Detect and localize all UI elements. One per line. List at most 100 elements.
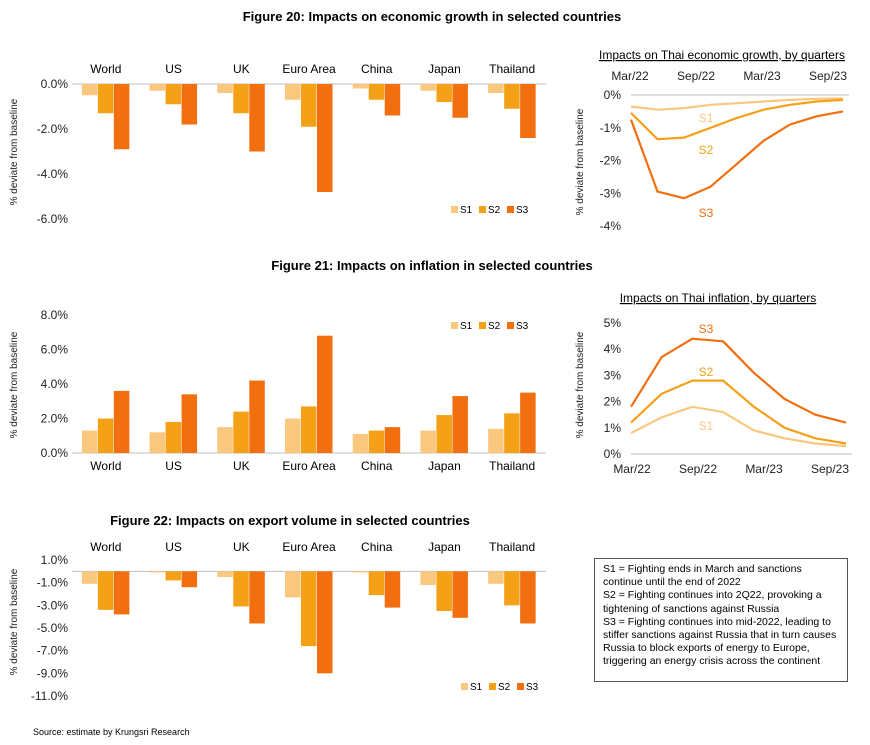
figure-2-bar-s1	[285, 571, 301, 598]
figure-0-ytick: 0.0%	[41, 77, 69, 91]
figure-0-bar-s3	[452, 84, 468, 118]
figure-1-legend-label-s2: S2	[488, 321, 501, 332]
thai-0-xtick: Mar/23	[743, 69, 781, 83]
figure-1-ytick: 4.0%	[41, 377, 69, 391]
thai-0-ytick: 0%	[604, 88, 622, 102]
thai-1-ytick: 4%	[604, 342, 622, 356]
figure-2-category-label: World	[90, 540, 121, 554]
figure-2-bar-s3	[181, 571, 198, 588]
thai-inflation-ylabel: % deviate from baseline	[575, 331, 586, 438]
thai-0-xtick: Sep/22	[677, 69, 715, 83]
figure-0-bar-s2	[233, 84, 249, 114]
thai-0-ytick: -3%	[600, 186, 622, 200]
scenario-notes: S1 = Fighting ends in March and sanction…	[594, 558, 848, 682]
figure-22-ylabel: % deviate from baseline	[9, 568, 20, 675]
figure-0-bar-s1	[149, 84, 166, 91]
figure-2-legend-swatch-s2	[489, 683, 496, 690]
thai-1-ytick: 2%	[604, 395, 622, 409]
figure-0-bar-s2	[436, 84, 452, 102]
figure-2-bar-s1	[81, 571, 98, 584]
figure-1-category-label: World	[90, 459, 121, 473]
figure-2-bar-s2	[301, 571, 317, 647]
figure-2-legend-label-s2: S2	[498, 682, 511, 693]
figure-1-bar-s1	[149, 432, 166, 453]
figure-2-bar-s1	[217, 571, 233, 577]
figure-1-bar-s2	[233, 411, 249, 453]
figure-20-title: Figure 20: Impacts on economic growth in…	[243, 9, 622, 24]
figure-0-legend-swatch-s2	[479, 206, 486, 213]
figure-2-category-label: Japan	[428, 540, 461, 554]
thai-1-line-s2	[630, 379, 847, 445]
figure-2-bar-s2	[165, 571, 182, 581]
figure-1-bar-s1	[352, 434, 369, 453]
figure-1-bar-s1	[420, 430, 436, 453]
figure-1-bar-s3	[452, 396, 468, 453]
scenario-note-s1: S1 = Fighting ends in March and sanction…	[603, 563, 802, 589]
figure-0-category-label: US	[165, 62, 182, 76]
thai-1-ytick: 3%	[604, 368, 622, 382]
figure-1-bar-s2	[504, 413, 520, 453]
figure-1-bar-s3	[181, 394, 198, 453]
figure-2-category-label: Thailand	[489, 540, 535, 554]
figure-0-bar-s1	[217, 84, 233, 93]
figure-2-ytick: -5.0%	[37, 621, 69, 635]
figure-1-legend-swatch-s3	[507, 322, 514, 329]
thai-1-xtick: Mar/23	[745, 462, 783, 476]
thai-0-line-s3	[629, 110, 844, 200]
figure-1-category-label: Euro Area	[282, 459, 336, 473]
figure-1-ytick: 6.0%	[41, 343, 69, 357]
figure-0-ytick: -2.0%	[37, 122, 69, 136]
figure-2-bar-s1	[352, 571, 369, 573]
scenario-note-s2: S2 = Fighting continues into 2Q22, provo…	[603, 589, 822, 615]
figure-1-legend-label-s3: S3	[516, 321, 529, 332]
thai-growth-ylabel: % deviate from baseline	[575, 108, 586, 215]
figure-20-ylabel: % deviate from baseline	[9, 98, 20, 205]
figure-0-category-label: China	[361, 62, 393, 76]
figure-2-bar-s2	[368, 571, 385, 596]
thai-inflation-title: Impacts on Thai inflation, by quarters	[620, 291, 817, 305]
figure-1-ytick: 8.0%	[41, 308, 69, 322]
figure-0-bar-s3	[520, 84, 536, 138]
thai-1-series-tag-s2: S2	[699, 365, 714, 379]
figure-21-ylabel: % deviate from baseline	[9, 331, 20, 438]
figure-0-bar-s3	[317, 84, 333, 192]
figure-0-category-label: UK	[233, 62, 250, 76]
figure-2-bar-s1	[488, 571, 504, 584]
figure-0-bar-s1	[352, 84, 369, 89]
figure-0-bar-s3	[384, 84, 401, 116]
figure-1-legend-swatch-s1	[451, 322, 458, 329]
figure-1-bar-s1	[217, 427, 233, 453]
figure-0-category-label: World	[90, 62, 121, 76]
figure-1-legend-swatch-s2	[479, 322, 486, 329]
figure-1-bar-s3	[317, 335, 333, 453]
figure-2-bar-s2	[97, 571, 114, 610]
figure-1-bar-s2	[368, 430, 385, 453]
figure-1-bar-s1	[285, 418, 301, 453]
figure-2-ytick: -9.0%	[37, 666, 69, 680]
figure-2-bar-s3	[452, 571, 468, 618]
figure-2-bar-s3	[249, 571, 265, 624]
figure-0-bar-s1	[285, 84, 301, 100]
figure-0-legend-swatch-s1	[451, 206, 458, 213]
figure-2-ytick: 1.0%	[41, 553, 69, 567]
thai-0-line-s1	[630, 97, 844, 111]
figure-22-title: Figure 22: Impacts on export volume in s…	[110, 513, 470, 528]
figure-1-bar-s3	[384, 427, 401, 453]
figure-1-legend-label-s1: S1	[460, 321, 473, 332]
figure-0-category-label: Thailand	[489, 62, 535, 76]
figure-0-bar-s3	[249, 84, 265, 152]
figure-0-bar-s2	[301, 84, 317, 127]
figure-1-category-label: Thailand	[489, 459, 535, 473]
thai-1-ytick: 1%	[604, 421, 622, 435]
figure-2-category-label: China	[361, 540, 393, 554]
figure-2-legend-label-s3: S3	[526, 682, 539, 693]
thai-0-ytick: -1%	[600, 121, 622, 135]
figure-2-ytick: -11.0%	[31, 689, 68, 703]
thai-0-xtick: Sep/23	[809, 69, 847, 83]
figure-2-bar-s3	[317, 571, 333, 674]
thai-0-xtick: Mar/22	[611, 69, 649, 83]
figure-1-bar-s3	[249, 380, 265, 453]
figure-1-category-label: US	[165, 459, 182, 473]
thai-0-series-tag-s2: S2	[699, 143, 714, 157]
thai-0-series-tag-s1: S1	[699, 111, 714, 125]
